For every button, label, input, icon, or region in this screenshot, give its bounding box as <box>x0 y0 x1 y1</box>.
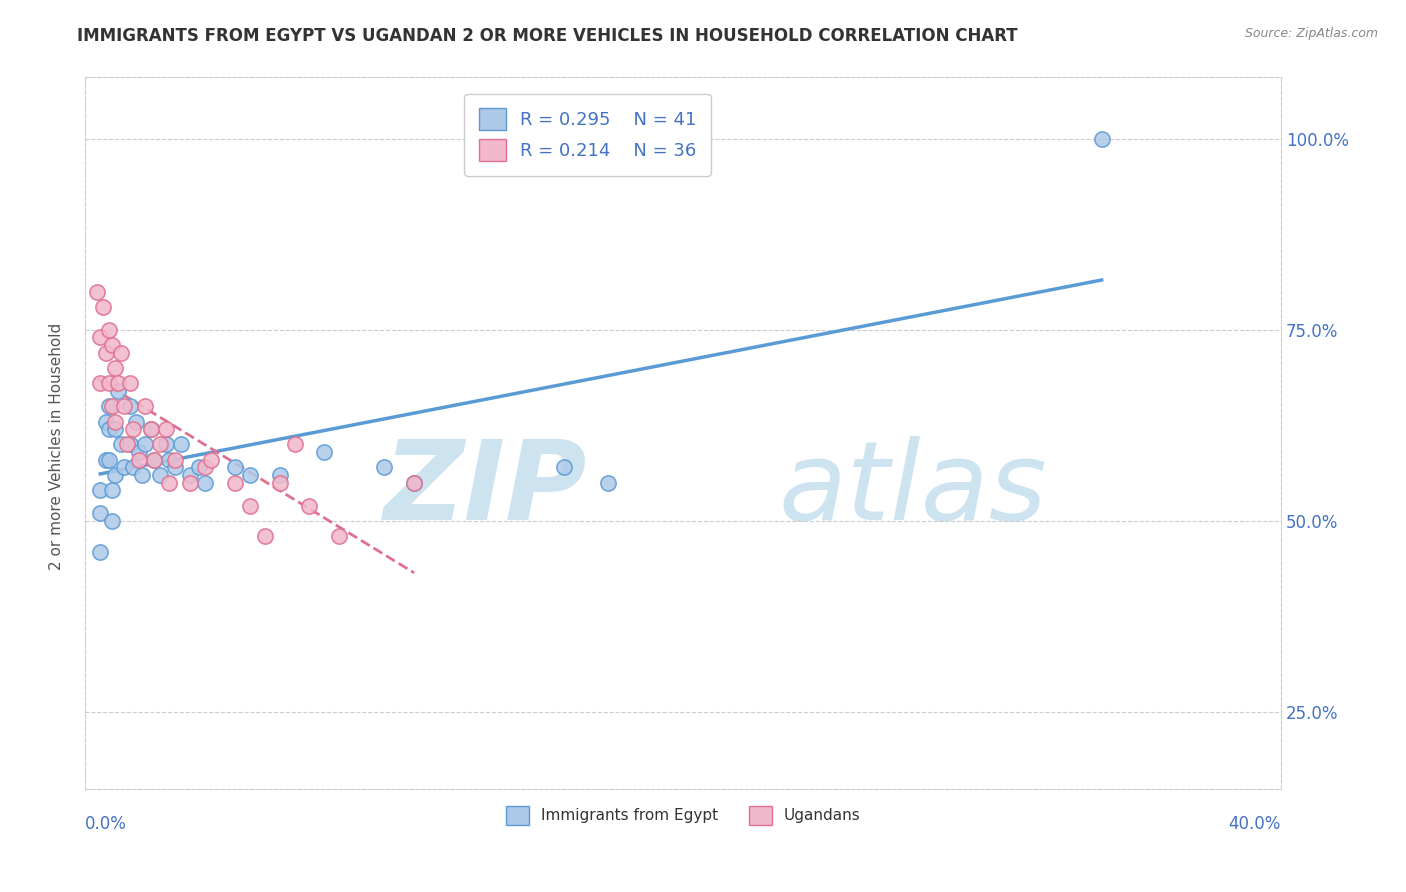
Point <box>91 300 114 314</box>
Point <box>128 445 150 459</box>
Point <box>120 376 142 391</box>
Point <box>373 460 395 475</box>
Point <box>110 437 132 451</box>
Point <box>163 460 186 475</box>
Point <box>553 460 575 475</box>
Point <box>157 452 180 467</box>
Point <box>98 422 121 436</box>
Point <box>143 452 166 467</box>
Point <box>224 460 246 475</box>
Text: Source: ZipAtlas.com: Source: ZipAtlas.com <box>1244 27 1378 40</box>
Point <box>112 399 135 413</box>
Point <box>104 468 127 483</box>
Point <box>1091 131 1114 145</box>
Point <box>134 437 156 451</box>
Point <box>98 376 121 391</box>
Text: IMMIGRANTS FROM EGYPT VS UGANDAN 2 OR MORE VEHICLES IN HOUSEHOLD CORRELATION CHA: IMMIGRANTS FROM EGYPT VS UGANDAN 2 OR MO… <box>77 27 1018 45</box>
Point <box>122 422 145 436</box>
Point <box>125 415 148 429</box>
Point <box>170 437 193 451</box>
Point <box>269 468 291 483</box>
Point <box>104 415 127 429</box>
Point <box>120 437 142 451</box>
Point <box>239 499 262 513</box>
Point <box>314 445 336 459</box>
Point <box>269 475 291 490</box>
Text: 40.0%: 40.0% <box>1229 815 1281 833</box>
Point <box>404 475 426 490</box>
Point <box>104 422 127 436</box>
Point <box>149 437 172 451</box>
Point <box>89 544 111 558</box>
Point <box>143 452 166 467</box>
Point <box>328 529 350 543</box>
Point <box>253 529 276 543</box>
Point <box>98 323 121 337</box>
Point <box>149 468 172 483</box>
Point <box>98 452 121 467</box>
Point <box>404 475 426 490</box>
Point <box>283 437 305 451</box>
Point <box>98 399 121 413</box>
Point <box>101 399 124 413</box>
Point <box>101 338 124 352</box>
Point <box>157 475 180 490</box>
Point <box>96 452 118 467</box>
Point <box>89 376 111 391</box>
Point <box>112 460 135 475</box>
Point <box>200 452 222 467</box>
Point <box>298 499 321 513</box>
Point <box>89 506 111 520</box>
Point <box>115 437 138 451</box>
Point <box>239 468 262 483</box>
Point <box>598 475 620 490</box>
Point <box>155 437 177 451</box>
Point <box>128 452 150 467</box>
Point <box>179 475 201 490</box>
Text: 2 or more Vehicles in Household: 2 or more Vehicles in Household <box>49 322 63 570</box>
Text: ZIP: ZIP <box>384 436 588 543</box>
Point <box>163 452 186 467</box>
Point <box>194 475 217 490</box>
Point <box>155 422 177 436</box>
Point <box>89 330 111 344</box>
Point <box>96 415 118 429</box>
Point <box>120 399 142 413</box>
Point <box>107 384 129 398</box>
Point <box>139 422 162 436</box>
Point <box>101 483 124 498</box>
Point <box>110 345 132 359</box>
Text: atlas: atlas <box>779 436 1047 543</box>
Point <box>131 468 153 483</box>
Point <box>86 285 108 299</box>
Point <box>179 468 201 483</box>
Point <box>122 460 145 475</box>
Point <box>187 460 209 475</box>
Point <box>107 376 129 391</box>
Text: 0.0%: 0.0% <box>86 815 127 833</box>
Point <box>139 422 162 436</box>
Point <box>224 475 246 490</box>
Point <box>96 345 118 359</box>
Point <box>101 514 124 528</box>
Point <box>134 399 156 413</box>
Legend: Immigrants from Egypt, Ugandans: Immigrants from Egypt, Ugandans <box>499 800 866 830</box>
Point <box>194 460 217 475</box>
Point <box>104 361 127 376</box>
Point <box>89 483 111 498</box>
